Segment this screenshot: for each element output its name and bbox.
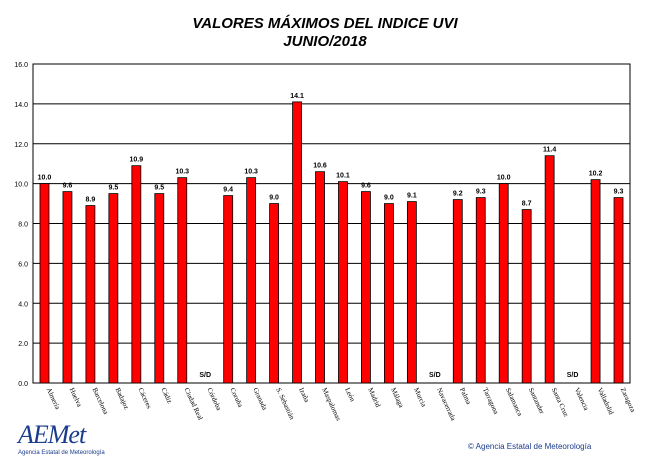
category-label: Badajoz <box>114 386 131 410</box>
data-label: 10.0 <box>38 175 52 182</box>
bar <box>590 179 601 384</box>
data-label: 10.2 <box>589 171 603 178</box>
data-label: 9.2 <box>453 191 463 198</box>
y-tick-label: 0.0 <box>18 381 28 388</box>
bar <box>338 181 348 384</box>
copyright-credit: © Agencia Estatal de Meteorología <box>468 442 592 451</box>
category-label: Tarragona <box>481 386 501 416</box>
bar <box>315 171 325 384</box>
data-label: 9.3 <box>614 189 624 196</box>
bar <box>246 177 257 384</box>
data-label: 9.3 <box>476 189 486 196</box>
bar <box>223 195 234 384</box>
category-label: Santa Cruz <box>550 386 570 417</box>
y-tick-label: 2.0 <box>18 341 28 348</box>
data-label: S/D <box>429 372 441 379</box>
bar <box>544 155 555 384</box>
y-tick-label: 6.0 <box>18 261 28 268</box>
bar <box>269 203 279 384</box>
bar <box>521 209 532 384</box>
bar <box>62 191 73 384</box>
category-label: Valencia <box>573 386 591 412</box>
chart-title: VALORES MÁXIMOS DEL INDICE UVI <box>192 15 458 32</box>
category-label: Murcia <box>412 386 428 409</box>
data-label: 14.1 <box>290 93 304 100</box>
category-label: S. Sebastián <box>274 386 296 421</box>
category-label: Valladolid <box>596 386 616 416</box>
category-label: Maspalomas <box>320 386 342 422</box>
aemet-logo: AEMet Agencia Estatal de Meteorología <box>18 420 105 457</box>
bar <box>384 203 394 384</box>
data-label: 9.4 <box>223 187 233 194</box>
bar <box>292 101 302 384</box>
data-label: 10.9 <box>130 157 144 164</box>
y-tick-label: 10.0 <box>14 182 28 189</box>
data-label: S/D <box>567 372 579 379</box>
bar <box>131 165 142 384</box>
data-label: 10.6 <box>313 163 327 170</box>
logo-subtitle: Agencia Estatal de Meteorología <box>18 450 105 456</box>
data-label: 9.6 <box>361 183 371 190</box>
category-label: Zaragoza <box>619 386 638 414</box>
data-label: 11.4 <box>543 147 556 154</box>
category-label: Barcelona <box>91 386 111 416</box>
data-label: 10.1 <box>336 173 350 180</box>
category-label: Ciudad Real <box>182 386 204 421</box>
data-label: 9.5 <box>108 185 118 192</box>
category-label: Huelva <box>68 386 84 409</box>
category-label: Almería <box>45 386 62 411</box>
data-label: 9.5 <box>154 185 164 192</box>
bar <box>498 183 509 384</box>
data-label: 9.1 <box>407 193 417 200</box>
category-label: Navacerrada <box>435 386 458 422</box>
logo-word: AEMet <box>18 420 86 449</box>
category-label: Coruña <box>228 386 244 409</box>
category-label: León <box>343 386 357 403</box>
category-label: Izaña <box>297 386 311 404</box>
bar <box>177 177 188 384</box>
data-label: 9.6 <box>63 183 73 190</box>
category-label: Salamanca <box>504 386 524 418</box>
y-tick-label: 14.0 <box>14 102 28 109</box>
category-label: Cáceres <box>137 386 154 410</box>
data-label: S/D <box>199 372 211 379</box>
y-tick-label: 8.0 <box>18 222 28 229</box>
bar <box>361 191 371 384</box>
category-label: Santander <box>527 386 546 415</box>
data-label: 10.0 <box>497 175 511 182</box>
data-label: 10.3 <box>175 169 189 176</box>
category-label: Granada <box>251 386 269 412</box>
data-label: 8.9 <box>86 197 96 204</box>
bar <box>613 197 624 384</box>
bar <box>475 197 486 384</box>
bar <box>39 183 50 384</box>
data-label: 8.7 <box>522 201 532 208</box>
category-label: Córdoba <box>205 386 223 412</box>
bar <box>406 201 417 384</box>
bar <box>85 205 96 384</box>
chart-subtitle: JUNIO/2018 <box>283 33 367 50</box>
category-label: Málaga <box>389 386 405 409</box>
bar <box>154 193 165 384</box>
y-tick-label: 16.0 <box>14 62 28 69</box>
data-label: 9.0 <box>269 195 279 202</box>
bar <box>452 199 463 384</box>
category-label: Cádiz <box>159 386 173 404</box>
bar <box>108 193 119 384</box>
category-label: Madrid <box>366 386 382 409</box>
data-label: 9.0 <box>384 195 394 202</box>
y-tick-label: 4.0 <box>18 301 28 308</box>
category-label: Palma <box>458 386 473 406</box>
y-tick-label: 12.0 <box>14 142 28 149</box>
data-label: 10.3 <box>244 169 258 176</box>
